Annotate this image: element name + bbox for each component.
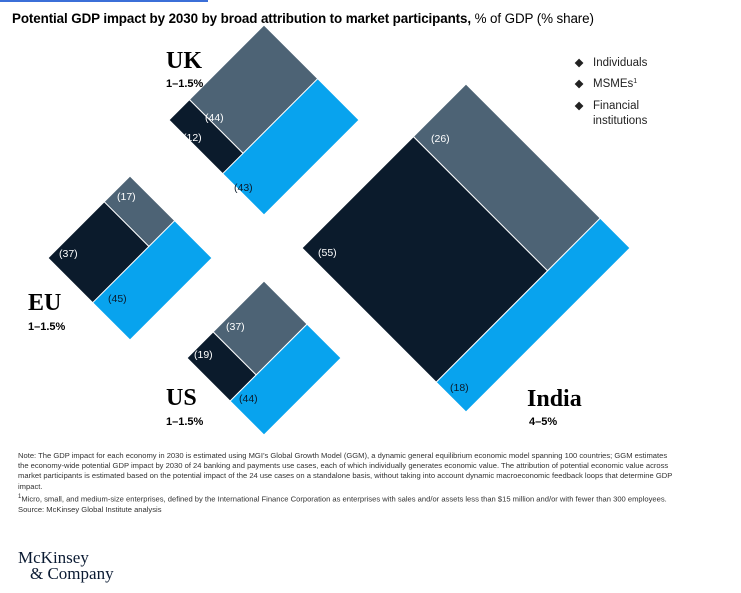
legend-label-financial-2: institutions <box>593 115 648 127</box>
logo-line-1: McKinsey <box>18 548 89 567</box>
top-accent-line <box>0 0 208 2</box>
source-text: Source: McKinsey Global Institute analys… <box>18 504 162 514</box>
uk-financial-segment <box>221 77 360 216</box>
eu-msmes-value: (37) <box>59 248 78 260</box>
label-group: (44)(12)(43)UK1–1.5%(17)(37)(45)EU1–1.5%… <box>28 48 582 428</box>
eu-financial-segment <box>91 219 213 341</box>
chart-title: Potential GDP impact by 2030 by broad at… <box>12 11 594 26</box>
india-financial-value: (18) <box>450 382 469 394</box>
diamond-group <box>47 24 631 436</box>
india-range: 4–5% <box>529 416 557 428</box>
us-range: 1–1.5% <box>166 416 204 428</box>
eu-name: EU <box>28 290 61 316</box>
legend: ◆ Individuals ◆ MSMEs1 ◆ Financial institution… <box>575 57 648 127</box>
eu-range: 1–1.5% <box>28 321 66 333</box>
footnote-body: Micro, small, and medium-size enterprise… <box>21 494 667 504</box>
legend-footnote-marker: 1 <box>633 78 637 85</box>
us-financial-segment <box>229 323 342 436</box>
india-msmes-value: (55) <box>318 247 337 259</box>
us-name: US <box>166 385 197 411</box>
uk-range: 1–1.5% <box>166 78 204 90</box>
uk-msmes-value: (12) <box>183 132 202 144</box>
india-financial-segment <box>435 217 631 413</box>
legend-label-financial-1: Financial <box>593 100 639 112</box>
uk-individuals-value: (44) <box>205 112 224 124</box>
india-name: India <box>527 386 582 412</box>
footnote-marker: 1 <box>18 493 22 500</box>
legend-item-individuals: Individuals <box>593 57 648 69</box>
uk-name: UK <box>166 48 202 74</box>
uk-financial-value: (43) <box>234 182 253 194</box>
eu-financial-value: (45) <box>108 293 127 305</box>
eu-individuals-value: (17) <box>117 191 136 203</box>
us-individuals-value: (37) <box>226 321 245 333</box>
us-msmes-value: (19) <box>194 349 213 361</box>
note-text: Note: The GDP impact for each economy in… <box>18 451 673 491</box>
legend-marker-msmes: ◆ <box>575 78 585 90</box>
logo-line-2: & Company <box>30 564 114 583</box>
legend-marker-individuals: ◆ <box>575 57 585 69</box>
legend-label-individuals: Individuals <box>593 57 648 69</box>
legend-item-msmes: MSMEs1 <box>593 78 637 90</box>
legend-item-financial: Financial institutions <box>593 100 648 127</box>
footnote-text: 1Micro, small, and medium-size enterpris… <box>18 492 678 505</box>
diamond-chart: (44)(12)(43)UK1–1.5%(17)(37)(45)EU1–1.5%… <box>28 24 648 436</box>
us-financial-value: (44) <box>239 393 258 405</box>
legend-label-msmes: MSMEs1 <box>593 78 637 90</box>
chart-title-bold: Potential GDP impact by 2030 by broad at… <box>12 11 471 26</box>
notes-section: Note: The GDP impact for each economy in… <box>18 451 678 515</box>
india-individuals-value: (26) <box>431 133 450 145</box>
mckinsey-logo: McKinsey & Company <box>18 548 114 583</box>
chart-title-unit: % of GDP (% share) <box>471 11 594 26</box>
legend-marker-financial: ◆ <box>575 100 585 112</box>
